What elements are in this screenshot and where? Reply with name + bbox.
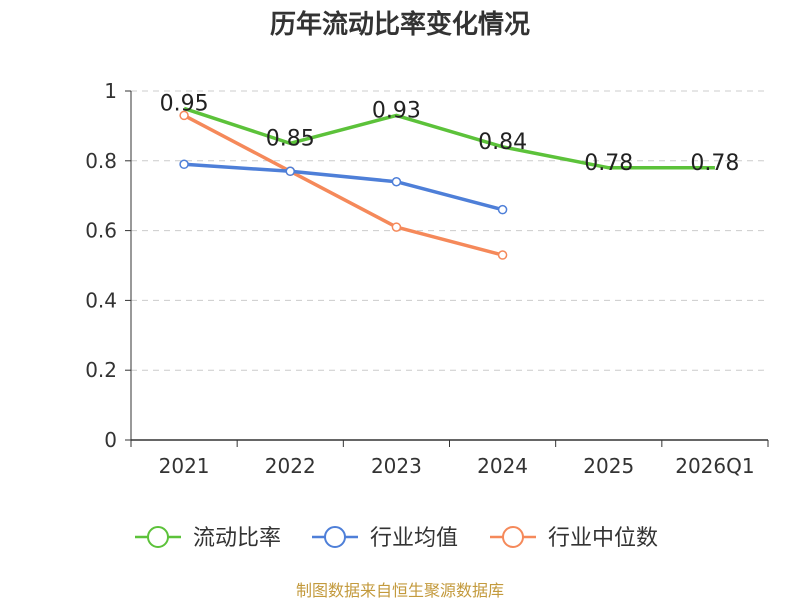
y-tick-label: 0.6 bbox=[85, 219, 117, 243]
data-point bbox=[391, 176, 402, 187]
data-point bbox=[497, 250, 508, 260]
x-tick-label: 2023 bbox=[371, 454, 422, 478]
data-point bbox=[285, 166, 295, 177]
y-tick-label: 0.4 bbox=[85, 288, 117, 312]
legend-label: 行业均值 bbox=[370, 526, 458, 551]
data-label: 0.85 bbox=[266, 126, 315, 151]
data-label: 0.78 bbox=[690, 151, 739, 176]
data-label: 0.95 bbox=[160, 91, 209, 116]
x-tick-label: 2022 bbox=[265, 454, 316, 478]
x-tick-label: 2026Q1 bbox=[675, 454, 754, 478]
y-tick-label: 1 bbox=[104, 79, 117, 103]
grid-lines bbox=[131, 90, 768, 371]
legend-marker bbox=[324, 526, 346, 548]
legend-label: 行业中位数 bbox=[548, 526, 658, 551]
legend-label: 流动比率 bbox=[193, 526, 281, 551]
data-point bbox=[497, 204, 508, 215]
legend-marker bbox=[147, 526, 169, 548]
data-label: 0.78 bbox=[584, 151, 633, 176]
series-lines bbox=[179, 106, 715, 260]
data-label: 0.93 bbox=[372, 98, 421, 123]
source-note: 制图数据来自恒生聚源数据库 bbox=[295, 581, 504, 600]
x-tick-label: 2024 bbox=[477, 454, 528, 478]
y-tick-label: 0.8 bbox=[85, 149, 117, 173]
y-tick-label: 0 bbox=[104, 428, 117, 452]
y-tick-label: 0.2 bbox=[85, 358, 117, 382]
series-line-1 bbox=[183, 162, 504, 212]
x-tick-label: 2025 bbox=[583, 454, 634, 478]
axes: 0 0.2 0.4 0.6 0.8 1 2021 2022 2023 2024 2025 2026Q1 bbox=[85, 79, 769, 478]
x-tick-label: 2021 bbox=[159, 454, 210, 478]
series-line-0 bbox=[183, 106, 715, 170]
data-point bbox=[179, 159, 189, 170]
data-labels: 0.95 0.85 0.93 0.84 0.78 0.78 bbox=[160, 91, 740, 175]
legend-marker bbox=[502, 526, 524, 548]
data-label: 0.84 bbox=[478, 130, 527, 155]
series-line-2 bbox=[183, 113, 504, 257]
chart-title: 历年流动比率变化情况 bbox=[269, 10, 530, 40]
data-point bbox=[179, 110, 189, 121]
legend: 流动比率 行业均值 行业中位数 bbox=[135, 526, 658, 551]
data-point bbox=[391, 222, 402, 232]
